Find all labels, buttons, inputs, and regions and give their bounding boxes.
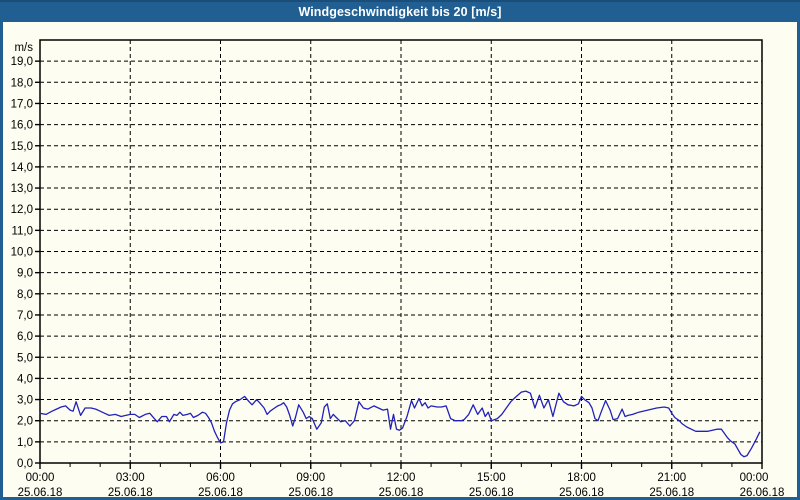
y-tick-label: 6,0 <box>17 331 33 343</box>
y-tick-label: 4,0 <box>17 373 33 385</box>
x-axis-date-labels: 25.06.18 25.06.18 25.06.18 25.06.18 25.06.18… <box>18 487 785 497</box>
x-tick-time-label: 00:00 <box>26 472 55 484</box>
x-tick-date-label: 25.06.18 <box>108 487 153 497</box>
y-tick-label: 17,0 <box>11 98 33 110</box>
x-tick-date-label: 25.06.18 <box>288 487 333 497</box>
x-tick-time-label: 06:00 <box>206 472 235 484</box>
x-tick-time-label: 15:00 <box>477 472 506 484</box>
x-tick-time-label: 18:00 <box>567 472 596 484</box>
y-tick-label: 0,0 <box>17 458 33 470</box>
x-axis-ticks <box>39 463 763 469</box>
x-tick-time-label: 00:00 <box>740 472 769 484</box>
x-axis-time-labels: 00:00 03:00 06:00 09:00 12:00 15:00 18:00 21:00… <box>26 472 769 484</box>
y-tick-label: 16,0 <box>11 120 33 132</box>
y-tick-label: 18,0 <box>11 77 33 89</box>
chart-area: 0,0 1,0 2,0 3,0 4,0 5,0 6,0 7,0 8,0 9,0 10,0 11,0 12… <box>3 22 797 497</box>
x-tick-date-label: 25.06.18 <box>469 487 514 497</box>
x-tick-time-label: 03:00 <box>116 472 145 484</box>
y-tick-label: 13,0 <box>11 183 33 195</box>
y-tick-label: 2,0 <box>17 416 33 428</box>
y-tick-label: 19,0 <box>11 56 33 68</box>
window-title: Windgeschwindigkeit bis 20 [m/s] <box>298 5 502 19</box>
y-tick-label: 14,0 <box>11 162 33 174</box>
x-tick-time-label: 12:00 <box>387 472 416 484</box>
series-line-windgeschwindigkeit <box>39 390 761 458</box>
x-axis-minor-ticks <box>69 463 733 467</box>
x-tick-date-label: 25.06.18 <box>649 487 694 497</box>
x-tick-date-label: 25.06.18 <box>198 487 243 497</box>
x-tick-time-label: 09:00 <box>296 472 325 484</box>
y-axis-labels: 0,0 1,0 2,0 3,0 4,0 5,0 6,0 7,0 8,0 9,0 10,0 11,0 12… <box>11 56 33 470</box>
y-axis-ticks <box>35 60 40 464</box>
y-tick-label: 8,0 <box>17 289 33 301</box>
y-tick-label: 15,0 <box>11 141 33 153</box>
x-tick-date-label: 25.06.18 <box>559 487 604 497</box>
y-tick-label: 1,0 <box>17 437 33 449</box>
window-titlebar: Windgeschwindigkeit bis 20 [m/s] <box>0 0 800 22</box>
y-tick-label: 12,0 <box>11 204 33 216</box>
x-tick-date-label: 25.06.18 <box>379 487 424 497</box>
x-tick-time-label: 21:00 <box>657 472 686 484</box>
y-axis-unit-label: m/s <box>14 42 33 54</box>
y-tick-label: 10,0 <box>11 247 33 259</box>
y-tick-label: 9,0 <box>17 268 33 280</box>
wind-speed-chart: 0,0 1,0 2,0 3,0 4,0 5,0 6,0 7,0 8,0 9,0 10,0 11,0 12… <box>11 39 785 497</box>
y-tick-label: 5,0 <box>17 352 33 364</box>
y-tick-label: 7,0 <box>17 310 33 322</box>
x-tick-date-label: 26.06.18 <box>740 487 785 497</box>
y-tick-label: 11,0 <box>11 225 33 237</box>
grid-vertical <box>129 40 673 463</box>
x-tick-date-label: 25.06.18 <box>18 487 63 497</box>
y-tick-label: 3,0 <box>17 395 33 407</box>
